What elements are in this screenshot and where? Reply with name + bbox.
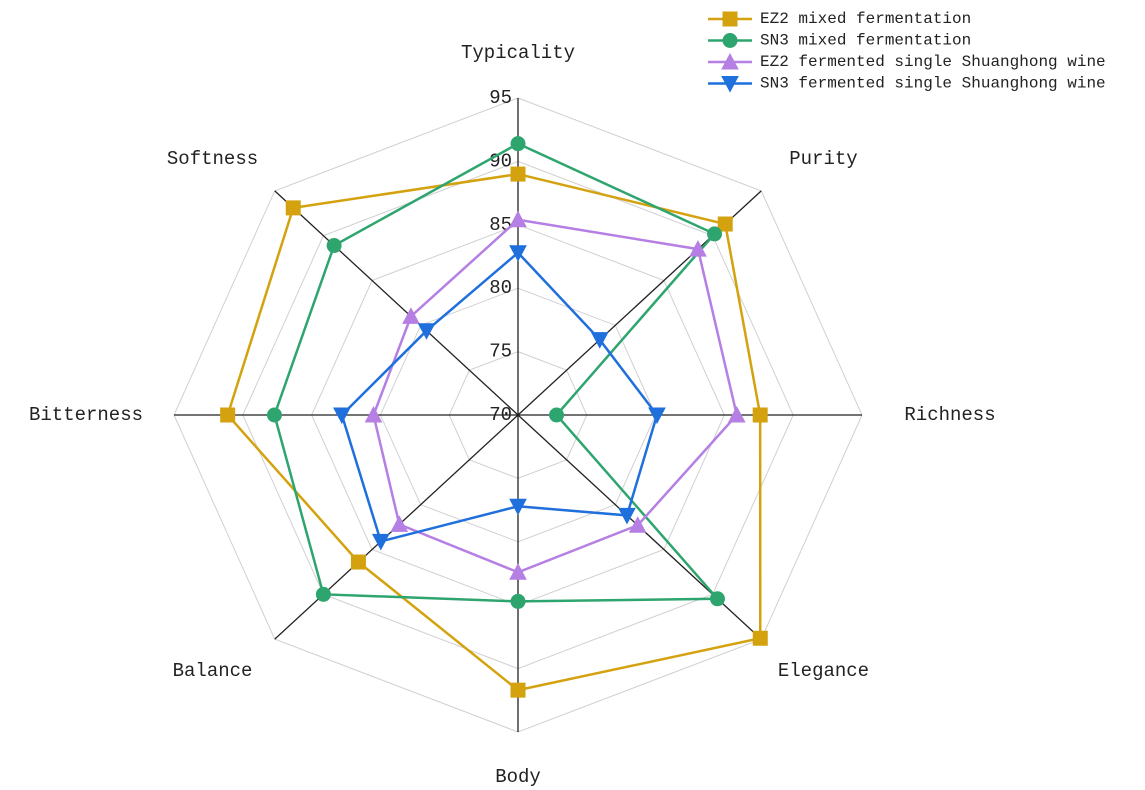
data-point <box>402 307 420 324</box>
category-label: Richness <box>904 404 995 426</box>
data-point <box>628 516 647 533</box>
data-point <box>709 591 725 607</box>
data-point <box>350 554 366 570</box>
data-point <box>509 210 527 228</box>
category-label: Typicality <box>461 42 575 64</box>
data-point <box>510 166 526 182</box>
data-point <box>648 407 666 425</box>
data-point <box>752 630 768 646</box>
data-point <box>752 407 768 423</box>
data-point <box>590 332 609 349</box>
data-point <box>417 323 436 340</box>
tick-label: 95 <box>489 87 512 109</box>
data-point <box>285 200 301 216</box>
data-point <box>326 238 342 254</box>
data-point <box>618 507 636 525</box>
category-label: Balance <box>173 660 253 682</box>
data-point <box>549 407 565 423</box>
data-point <box>364 405 383 423</box>
data-point <box>509 245 527 262</box>
tick-label: 70 <box>489 404 512 426</box>
data-point <box>315 586 331 602</box>
data-point <box>266 407 282 423</box>
category-label: Softness <box>167 148 258 170</box>
axis-line <box>274 190 519 416</box>
data-point <box>707 226 723 242</box>
legend-marker <box>722 33 738 48</box>
legend-label: SN3 mixed fermentation <box>760 32 971 50</box>
tick-label: 75 <box>489 341 512 363</box>
data-point <box>689 240 707 257</box>
data-point <box>390 515 409 532</box>
data-point <box>509 498 527 516</box>
legend-marker <box>721 52 739 70</box>
data-point <box>220 407 236 423</box>
data-point <box>371 533 390 551</box>
legend-label: EZ2 mixed fermentation <box>760 10 971 28</box>
data-point <box>509 563 527 580</box>
data-point <box>510 682 526 698</box>
legend-marker <box>722 11 738 27</box>
data-point <box>510 136 526 152</box>
legend-label: SN3 fermented single Shuanghong wine <box>760 75 1106 93</box>
data-point <box>510 593 526 609</box>
tick-label: 80 <box>489 277 512 299</box>
tick-label: 85 <box>489 214 512 236</box>
legend-marker <box>721 76 739 93</box>
category-label: Purity <box>789 148 857 170</box>
data-point <box>717 216 733 232</box>
data-point <box>333 407 351 425</box>
legend-label: EZ2 fermented single Shuanghong wine <box>760 53 1106 71</box>
data-point <box>727 405 746 423</box>
series-line <box>226 172 762 692</box>
category-label: Bitterness <box>29 404 143 426</box>
category-label: Body <box>495 766 541 788</box>
category-label: Elegance <box>778 660 869 682</box>
